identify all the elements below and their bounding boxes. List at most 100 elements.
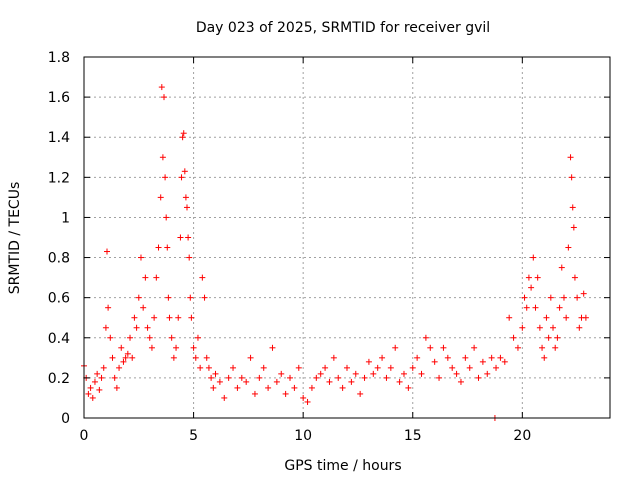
data-point bbox=[140, 304, 147, 311]
data-point bbox=[102, 324, 109, 331]
data-point bbox=[488, 354, 495, 361]
data-point bbox=[387, 364, 394, 371]
data-point bbox=[131, 314, 138, 321]
data-point bbox=[570, 224, 577, 231]
data-point bbox=[574, 294, 581, 301]
data-point bbox=[273, 378, 280, 385]
data-point bbox=[205, 364, 212, 371]
data-point bbox=[133, 324, 140, 331]
data-point bbox=[558, 264, 565, 271]
data-point bbox=[194, 334, 201, 341]
x-tick-label: 10 bbox=[294, 428, 312, 444]
data-point bbox=[422, 334, 429, 341]
data-point bbox=[308, 384, 315, 391]
data-point bbox=[225, 374, 232, 381]
data-point bbox=[365, 358, 372, 365]
data-point bbox=[177, 234, 184, 241]
y-tick-label: 1.2 bbox=[48, 170, 70, 186]
data-point bbox=[396, 378, 403, 385]
data-point bbox=[556, 304, 563, 311]
y-axis-label: SRMTID / TECUs bbox=[7, 182, 23, 295]
data-point bbox=[379, 354, 386, 361]
y-tick-label: 0.2 bbox=[48, 371, 70, 387]
data-point bbox=[162, 174, 169, 181]
data-point bbox=[304, 398, 311, 405]
plot-frame bbox=[83, 56, 611, 419]
data-point bbox=[159, 154, 166, 161]
data-point bbox=[113, 384, 120, 391]
x-tick-label: 5 bbox=[189, 428, 198, 444]
data-point bbox=[506, 314, 513, 321]
data-point bbox=[547, 294, 554, 301]
data-point bbox=[180, 130, 187, 137]
data-point bbox=[199, 274, 206, 281]
data-point bbox=[466, 364, 473, 371]
data-point bbox=[85, 390, 92, 397]
data-point bbox=[155, 244, 162, 251]
data-point bbox=[188, 314, 195, 321]
data-point bbox=[157, 194, 164, 201]
data-point bbox=[148, 344, 155, 351]
data-point bbox=[580, 290, 587, 297]
y-tick-label: 0.4 bbox=[48, 331, 70, 347]
data-point bbox=[89, 394, 96, 401]
data-point bbox=[582, 314, 589, 321]
x-tick-label: 0 bbox=[80, 428, 89, 444]
data-point bbox=[418, 370, 425, 377]
data-point bbox=[100, 364, 107, 371]
y-tick-label: 1.4 bbox=[48, 130, 70, 146]
data-point bbox=[127, 334, 134, 341]
data-point bbox=[567, 154, 574, 161]
data-point bbox=[201, 294, 208, 301]
y-tick-label: 1.8 bbox=[48, 50, 70, 66]
data-point bbox=[166, 314, 173, 321]
data-point bbox=[175, 314, 182, 321]
data-point bbox=[479, 358, 486, 365]
data-point bbox=[107, 334, 114, 341]
data-point bbox=[528, 284, 535, 291]
data-point bbox=[282, 390, 289, 397]
x-tick-label: 20 bbox=[513, 428, 531, 444]
data-point bbox=[251, 390, 258, 397]
data-point bbox=[335, 374, 342, 381]
data-point bbox=[243, 378, 250, 385]
data-points bbox=[81, 84, 589, 421]
data-point bbox=[462, 354, 469, 361]
data-point bbox=[146, 334, 153, 341]
data-point bbox=[348, 378, 355, 385]
data-point bbox=[409, 364, 416, 371]
data-point bbox=[436, 374, 443, 381]
data-point bbox=[550, 324, 557, 331]
data-point bbox=[98, 374, 105, 381]
data-point bbox=[182, 194, 189, 201]
data-point bbox=[120, 358, 127, 365]
data-point bbox=[444, 354, 451, 361]
x-tick-label: 15 bbox=[404, 428, 422, 444]
y-tick-label: 0.8 bbox=[48, 251, 70, 267]
data-point bbox=[569, 204, 576, 211]
data-point bbox=[339, 384, 346, 391]
data-point bbox=[278, 370, 285, 377]
data-point bbox=[317, 370, 324, 377]
data-point bbox=[571, 274, 578, 281]
data-point bbox=[539, 344, 546, 351]
data-point bbox=[187, 294, 194, 301]
data-point bbox=[431, 358, 438, 365]
data-point bbox=[160, 94, 167, 101]
data-point bbox=[163, 214, 170, 221]
data-point bbox=[135, 294, 142, 301]
data-point bbox=[313, 374, 320, 381]
data-point bbox=[344, 364, 350, 371]
data-point bbox=[568, 174, 575, 181]
data-point bbox=[552, 344, 559, 351]
data-point bbox=[525, 274, 532, 281]
data-point bbox=[210, 384, 217, 391]
data-point bbox=[554, 334, 561, 341]
data-point bbox=[124, 350, 131, 357]
data-point bbox=[165, 294, 172, 301]
data-point bbox=[427, 344, 434, 351]
data-point bbox=[330, 354, 337, 361]
data-point bbox=[170, 354, 177, 361]
data-point bbox=[536, 324, 543, 331]
